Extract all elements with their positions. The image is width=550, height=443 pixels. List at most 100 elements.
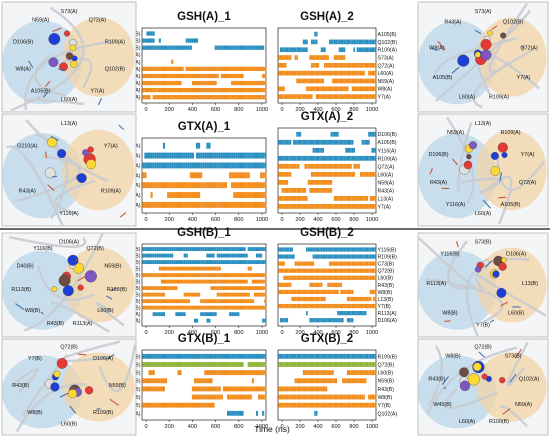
contact-mark xyxy=(151,182,153,188)
contact-mark xyxy=(171,46,173,50)
contact-mark xyxy=(303,403,305,408)
contact-mark xyxy=(246,182,248,188)
contact-mark xyxy=(375,79,377,84)
contact-mark xyxy=(337,395,339,400)
contact-mark xyxy=(295,269,297,273)
contact-mark xyxy=(213,202,215,208)
contact-mark xyxy=(219,254,221,258)
contact-mark xyxy=(314,204,316,209)
contact-mark xyxy=(221,247,223,251)
contact-mark xyxy=(248,395,250,400)
contact-mark xyxy=(322,269,324,273)
contact-mark xyxy=(246,81,248,85)
contact-mark xyxy=(177,312,179,316)
contact-mark xyxy=(198,95,200,99)
contact-mark xyxy=(227,153,229,159)
contact-mark xyxy=(206,306,208,310)
residue-label: L13(A) xyxy=(475,121,491,127)
contact-mark xyxy=(335,55,337,60)
contact-mark xyxy=(329,304,331,308)
contact-mark xyxy=(357,354,359,359)
contact-mark xyxy=(260,293,262,297)
contact-mark xyxy=(360,172,362,177)
contact-mark xyxy=(282,318,284,322)
contact-mark xyxy=(231,273,233,277)
contact-mark xyxy=(318,276,320,280)
contact-mark xyxy=(373,172,375,177)
contact-mark xyxy=(280,94,282,99)
contact-mark xyxy=(194,162,196,168)
contact-mark xyxy=(231,81,233,85)
contact-mark xyxy=(295,204,297,209)
plot-frame xyxy=(278,350,376,420)
contact-mark xyxy=(175,95,177,99)
contact-mark xyxy=(237,354,239,359)
contact-mark xyxy=(363,156,365,161)
contact-mark xyxy=(308,403,310,408)
contact-mark xyxy=(283,395,285,400)
contact-mark xyxy=(208,378,210,383)
contact-mark xyxy=(237,312,239,316)
contact-mark xyxy=(335,304,337,308)
contact-mark xyxy=(206,162,208,168)
contact-mark xyxy=(326,290,328,294)
contact-mark xyxy=(322,180,324,185)
contact-mark xyxy=(357,254,359,258)
contact-mark xyxy=(319,94,321,99)
contact-mark xyxy=(144,182,146,188)
contact-mark xyxy=(335,63,337,68)
contact-mark xyxy=(358,362,360,367)
contact-mark xyxy=(370,254,372,258)
contact-mark xyxy=(157,182,159,188)
contact-mark xyxy=(239,88,241,92)
contact-mark xyxy=(301,156,303,161)
contact-mark xyxy=(358,94,360,99)
contact-mark xyxy=(278,94,280,99)
contact-mark xyxy=(280,172,282,177)
contact-mark xyxy=(339,247,341,251)
contact-mark xyxy=(260,46,262,50)
contact-mark xyxy=(334,63,336,68)
contact-mark xyxy=(229,280,231,284)
contact-mark xyxy=(375,297,377,301)
contact-mark xyxy=(353,164,355,169)
contact-mark xyxy=(332,304,334,308)
contact-mark xyxy=(298,188,300,193)
contact-mark xyxy=(202,306,204,310)
contact-mark xyxy=(339,311,341,315)
contact-mark xyxy=(254,88,256,92)
contact-mark xyxy=(365,297,367,301)
contact-mark xyxy=(206,299,208,303)
contact-mark xyxy=(252,247,254,251)
contact-mark xyxy=(278,172,280,177)
contact-mark xyxy=(296,196,298,201)
contact-mark xyxy=(153,362,155,367)
contact-mark xyxy=(326,247,328,251)
contact-mark xyxy=(316,269,318,273)
contact-mark xyxy=(314,370,316,375)
contact-mark xyxy=(242,395,244,400)
contact-mark xyxy=(286,204,288,209)
contact-mark xyxy=(296,262,298,266)
contact-mark xyxy=(157,273,159,277)
contact-mark xyxy=(342,254,344,258)
contact-mark xyxy=(329,164,331,169)
contact-mark xyxy=(180,280,182,284)
contact-mark xyxy=(262,273,264,277)
contact-mark xyxy=(314,297,316,301)
contact-mark xyxy=(163,306,165,310)
contact-mark xyxy=(278,262,280,266)
contact-mark xyxy=(334,94,336,99)
contact-mark xyxy=(322,276,324,280)
contact-mark xyxy=(370,86,372,91)
contact-mark xyxy=(321,180,323,185)
contact-mark xyxy=(157,362,159,367)
contact-mark xyxy=(262,370,264,375)
contact-mark xyxy=(173,192,175,198)
contact-mark xyxy=(340,247,342,251)
contact-mark xyxy=(353,378,355,383)
contact-mark xyxy=(335,247,337,251)
contact-mark xyxy=(278,403,280,408)
contact-mark xyxy=(313,370,315,375)
contact-mark xyxy=(363,403,365,408)
